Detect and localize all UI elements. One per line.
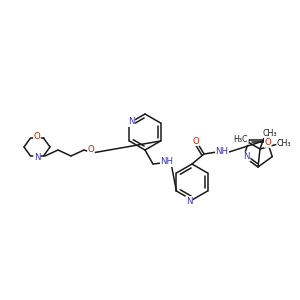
Text: CH₃: CH₃ <box>263 128 277 137</box>
Text: N: N <box>244 152 250 161</box>
Text: N: N <box>34 153 40 162</box>
Text: H₃C: H₃C <box>234 136 248 145</box>
Text: O: O <box>264 138 271 147</box>
Text: NH: NH <box>215 146 229 155</box>
Text: CH₃: CH₃ <box>277 139 291 148</box>
Text: O: O <box>34 132 40 141</box>
Text: O: O <box>193 136 200 146</box>
Text: NH: NH <box>160 158 173 166</box>
Text: N: N <box>128 118 135 127</box>
Text: N: N <box>186 196 192 206</box>
Text: O: O <box>88 145 94 154</box>
